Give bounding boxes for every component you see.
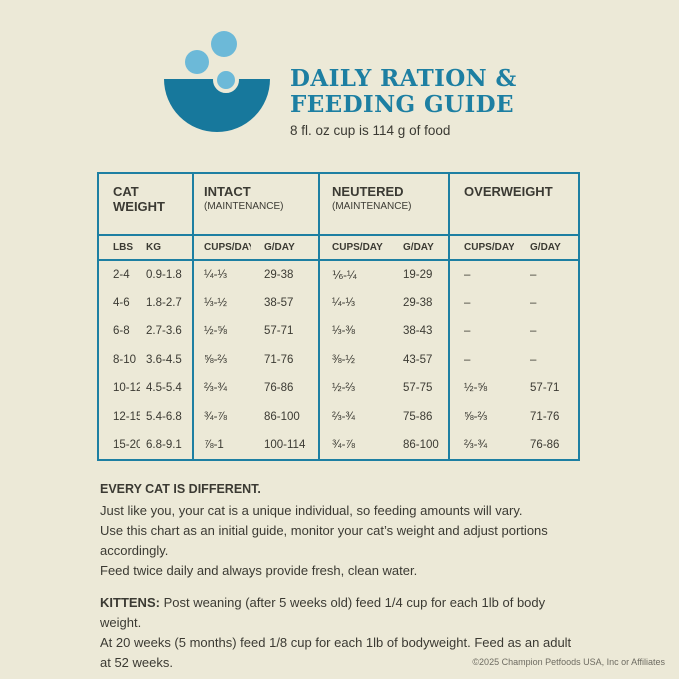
cell-neutered-g: 19-29 xyxy=(403,268,433,281)
table-row: 6-8 2.7-3.6 ½-⅝ 57-71 ⅓-⅜ 38-43 – – xyxy=(98,317,579,346)
subheader-overweight-g: G/DAY xyxy=(514,235,580,261)
cell-lbs: 6-8 xyxy=(113,325,130,338)
cell-kg: 0.9-1.8 xyxy=(146,268,182,281)
cell-overweight-g: – xyxy=(530,268,537,281)
cell-neutered-cups: ⅓-⅜ xyxy=(318,317,385,346)
subheader-intact-g: G/DAY xyxy=(251,235,320,261)
notes-section: EVERY CAT IS DIFFERENT. Just like you, y… xyxy=(100,482,580,679)
subheader-kg: KG xyxy=(140,235,193,261)
cell-overweight-g: – xyxy=(530,353,537,366)
cell-neutered-g: 86-100 xyxy=(403,438,439,451)
cell-lbs: 4-6 xyxy=(113,296,130,309)
cell-neutered-g: 57-75 xyxy=(403,382,433,395)
cell-lbs: 15-20 xyxy=(113,438,140,451)
cell-kg: 6.8-9.1 xyxy=(146,438,182,451)
notes-line-3: Feed twice daily and always provide fres… xyxy=(100,562,418,578)
header-neutered: NEUTERED (MAINTENANCE) xyxy=(318,173,450,236)
food-bowl-icon xyxy=(160,28,270,138)
cell-intact-g: 57-71 xyxy=(264,325,294,338)
cell-intact-g: 38-57 xyxy=(264,296,294,309)
cell-overweight-g: 76-86 xyxy=(530,438,560,451)
kittens-line-2: At 20 weeks (5 months) feed 1/8 cup for … xyxy=(100,634,572,670)
cell-neutered-cups: ½-⅔ xyxy=(318,374,385,403)
table-row: 8-10 3.6-4.5 ⅝-⅔ 71-76 ⅜-½ 43-57 – – xyxy=(98,345,579,374)
feeding-table-body: 2-4 0.9-1.8 ¼-⅓ 29-38 ⅙-¼ 19-29– –4-6 1.8-2.7 ⅓-… xyxy=(98,260,579,460)
notes-heading: EVERY CAT IS DIFFERENT. xyxy=(100,481,261,496)
cell-neutered-cups: ⅔-¾ xyxy=(318,402,385,431)
cell-intact-g: 86-100 xyxy=(264,410,300,423)
title-line-2: FEEDING GUIDE xyxy=(290,91,514,118)
notes-line-1: Just like you, your cat is a unique indi… xyxy=(100,502,523,518)
cell-intact-cups: ⅝-⅔ xyxy=(192,345,251,374)
notes-line-2: Use this chart as an initial guide, moni… xyxy=(100,522,548,558)
kittens-label: KITTENS: xyxy=(100,594,160,610)
cell-lbs: 8-10 xyxy=(113,353,137,366)
kittens-note: KITTENS: Post weaning (after 5 weeks old… xyxy=(100,593,580,673)
cell-lbs: 12-15 xyxy=(113,410,140,423)
sub-header-row: LBS KG CUPS/DAY G/DAY CUPS/DAY G/DAY CUP… xyxy=(98,235,580,261)
cell-neutered-g: 29-38 xyxy=(403,296,433,309)
cell-intact-cups: ⅓-½ xyxy=(192,288,251,317)
cell-overweight-g: – xyxy=(530,325,537,338)
cell-neutered-cups: ¼-⅓ xyxy=(318,288,385,317)
cell-neutered-g: 75-86 xyxy=(403,410,433,423)
cell-overweight-cups: ½-⅝ xyxy=(448,374,515,403)
header-intact: INTACT (MAINTENANCE) xyxy=(191,173,320,236)
cell-neutered-cups: ⅜-½ xyxy=(318,345,385,374)
kittens-line-1: KITTENS: Post weaning (after 5 weeks old… xyxy=(100,594,546,630)
table-row: 15-20 6.8-9.1 ⅞-1 100-114 ¾-⅞ 86-100 ⅔-¾ 76-86 xyxy=(98,431,579,460)
cell-overweight-g: 57-71 xyxy=(530,382,560,395)
subheader-neutered-g: G/DAY xyxy=(384,235,450,261)
cell-overweight-cups: – xyxy=(448,260,515,289)
cell-neutered-g: 43-57 xyxy=(403,353,433,366)
subheader-lbs: LBS xyxy=(98,235,140,261)
cell-kg: 2.7-3.6 xyxy=(146,325,182,338)
cell-kg: 4.5-5.4 xyxy=(146,382,182,395)
cell-neutered-cups: ⅙-¼ xyxy=(318,260,385,289)
subheader-neutered-cups: CUPS/DAY xyxy=(318,235,385,261)
cell-neutered-cups: ¾-⅞ xyxy=(318,431,385,460)
cell-lbs: 2-4 xyxy=(113,268,130,281)
cell-overweight-cups: – xyxy=(448,317,515,346)
table-row: 2-4 0.9-1.8 ¼-⅓ 29-38 ⅙-¼ 19-29 – – xyxy=(98,260,579,289)
subheader-overweight-cups: CUPS/DAY xyxy=(448,235,515,261)
cell-intact-g: 100-114 xyxy=(264,438,306,451)
cell-intact-cups: ⅔-¾ xyxy=(192,374,251,403)
header-overweight: OVERWEIGHT xyxy=(448,173,580,236)
group-header-row: CAT WEIGHT INTACT (MAINTENANCE) NEUTERED… xyxy=(98,173,580,236)
cell-overweight-g: 71-76 xyxy=(530,410,560,423)
cell-intact-cups: ¼-⅓ xyxy=(192,260,251,289)
page-title: DAILY RATION & FEEDING GUIDE xyxy=(290,66,517,118)
cell-overweight-cups: – xyxy=(448,288,515,317)
cell-overweight-g: – xyxy=(530,296,537,309)
cell-intact-g: 71-76 xyxy=(264,353,294,366)
title-block: DAILY RATION & FEEDING GUIDE 8 fl. oz cu… xyxy=(290,66,517,139)
header-cat-weight: CAT WEIGHT xyxy=(98,173,193,236)
cell-intact-g: 29-38 xyxy=(264,268,294,281)
page-header: DAILY RATION & FEEDING GUIDE 8 fl. oz cu… xyxy=(0,0,679,172)
title-line-1: DAILY RATION & xyxy=(290,65,517,92)
cell-overweight-cups: ⅔-¾ xyxy=(448,431,515,460)
cell-intact-cups: ¾-⅞ xyxy=(192,402,251,431)
feeding-table: CAT WEIGHT INTACT (MAINTENANCE) NEUTERED… xyxy=(97,172,581,461)
subheader-intact-cups: CUPS/DAY xyxy=(192,235,251,261)
cell-neutered-g: 38-43 xyxy=(403,325,433,338)
cell-intact-cups: ½-⅝ xyxy=(192,317,251,346)
cell-overweight-cups: ⅝-⅔ xyxy=(448,402,515,431)
table-row: 12-15 5.4-6.8 ¾-⅞ 86-100 ⅔-¾ 75-86 ⅝-⅔ 71-76 xyxy=(98,402,579,431)
table-row: 4-6 1.8-2.7 ⅓-½ 38-57 ¼-⅓ 29-38 – – xyxy=(98,288,579,317)
cell-kg: 1.8-2.7 xyxy=(146,296,182,309)
cell-kg: 5.4-6.8 xyxy=(146,410,182,423)
cell-overweight-cups: – xyxy=(448,345,515,374)
table-row: 10-12 4.5-5.4 ⅔-¾ 76-86 ½-⅔ 57-75 ½-⅝ 57-71 xyxy=(98,374,579,403)
cell-intact-cups: ⅞-1 xyxy=(192,431,251,460)
cup-weight-note: 8 fl. oz cup is 114 g of food xyxy=(290,123,451,138)
cell-intact-g: 76-86 xyxy=(264,382,294,395)
cell-kg: 3.6-4.5 xyxy=(146,353,182,366)
copyright-text: ©2025 Champion Petfoods USA, Inc or Affi… xyxy=(472,657,665,667)
cell-lbs: 10-12 xyxy=(113,382,140,395)
